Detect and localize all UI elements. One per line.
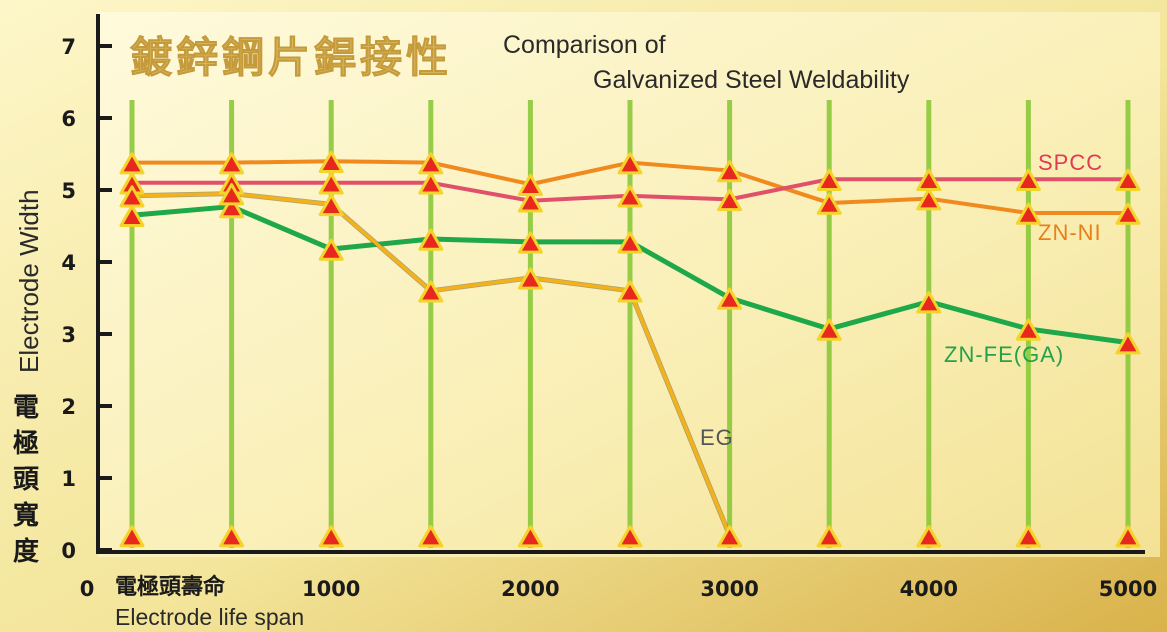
x-tick-label: 5000 [1099,577,1157,601]
baseline-marker [717,525,743,548]
data-point-eg [517,267,543,290]
y-axis-label-en: Electrode Width [14,189,44,373]
data-point-znni [219,152,245,175]
data-point-spcc [517,190,543,213]
x-tick-label: 1000 [302,577,360,601]
baseline-marker [916,525,942,548]
y-tick-label: 3 [61,323,76,347]
data-point-spcc [617,185,643,208]
data-point-znni [617,152,643,175]
x-axis-ticks: 0 1000 2000 3000 4000 5000 [80,577,1158,601]
data-markers [119,150,1141,548]
baseline-marker [1115,525,1141,548]
y-axis-label-cn-char: 寬 [13,500,39,531]
data-point-znfega [916,291,942,314]
data-point-znni [119,152,145,175]
data-point-znni [418,152,444,175]
y-tick-label: 1 [61,467,76,491]
data-point-znni [717,160,743,183]
title-en-line2: Galvanized Steel Weldability [593,66,910,94]
x-axis-label-cn: 電極頭壽命 [115,574,226,600]
data-point-znni [816,192,842,215]
data-point-znni [916,188,942,211]
y-axis-label-cn-char: 度 [13,536,39,567]
y-axis-label-cn-char: 頭 [13,465,40,495]
y-tick-label: 4 [61,251,76,275]
data-point-znfega [816,318,842,341]
data-point-spcc [1015,168,1041,191]
series-label-znfega: ZN-FE(GA) [944,342,1064,367]
baseline-marker [318,525,344,548]
y-tick-label: 7 [61,35,76,59]
data-point-znni [1015,202,1041,225]
data-point-znfega [219,196,245,219]
y-axis-label-cn-char: 電 [13,393,39,423]
baseline-marker [517,525,543,548]
series-labels: SPCC ZN-NI ZN-FE(GA) EG [700,150,1103,450]
data-point-znfega [418,228,444,251]
y-axis-ticks: 0 1 2 3 4 5 6 7 [61,35,112,563]
baseline-marker [418,525,444,548]
baseline-marker [1015,525,1041,548]
data-point-znfega [1115,332,1141,355]
data-point-znni [318,150,344,173]
data-point-eg [219,183,245,206]
y-tick-label: 0 [61,539,76,563]
data-point-znfega [119,204,145,227]
baseline-marker [617,525,643,548]
data-point-znfega [717,287,743,310]
y-tick-label: 6 [61,107,76,131]
data-point-znfega [517,231,543,254]
baseline-marker [219,525,245,548]
data-point-spcc [318,172,344,195]
data-point-znfega [1015,318,1041,341]
data-point-eg [617,280,643,303]
axes [96,14,1145,554]
title-en-line1: Comparison of [503,31,666,59]
x-tick-label: 2000 [501,577,559,601]
y-axis-label-cn-char: 極 [13,429,39,459]
x-tick-label: 0 [80,577,95,601]
title-cn: 鍍鋅鋼片銲接性 [130,33,452,82]
series-label-spcc: SPCC [1038,150,1103,175]
data-point-znni [1115,202,1141,225]
data-point-spcc [418,172,444,195]
baseline-marker [816,525,842,548]
y-tick-label: 2 [61,395,76,419]
series-label-znni: ZN-NI [1038,220,1102,245]
data-point-spcc [1115,168,1141,191]
data-point-spcc [816,168,842,191]
x-tick-label: 3000 [700,577,758,601]
data-point-eg [418,280,444,303]
data-point-znni [517,173,543,196]
series-label-eg: EG [700,425,734,450]
x-axis-label-en: Electrode life span [115,604,304,630]
data-point-znfega [617,231,643,254]
data-point-znfega [318,238,344,261]
data-point-spcc [717,188,743,212]
data-point-eg [119,185,145,208]
data-point-eg [318,193,344,217]
baseline-marker [119,525,145,548]
y-tick-label: 5 [61,179,76,203]
x-tick-label: 4000 [900,577,958,601]
